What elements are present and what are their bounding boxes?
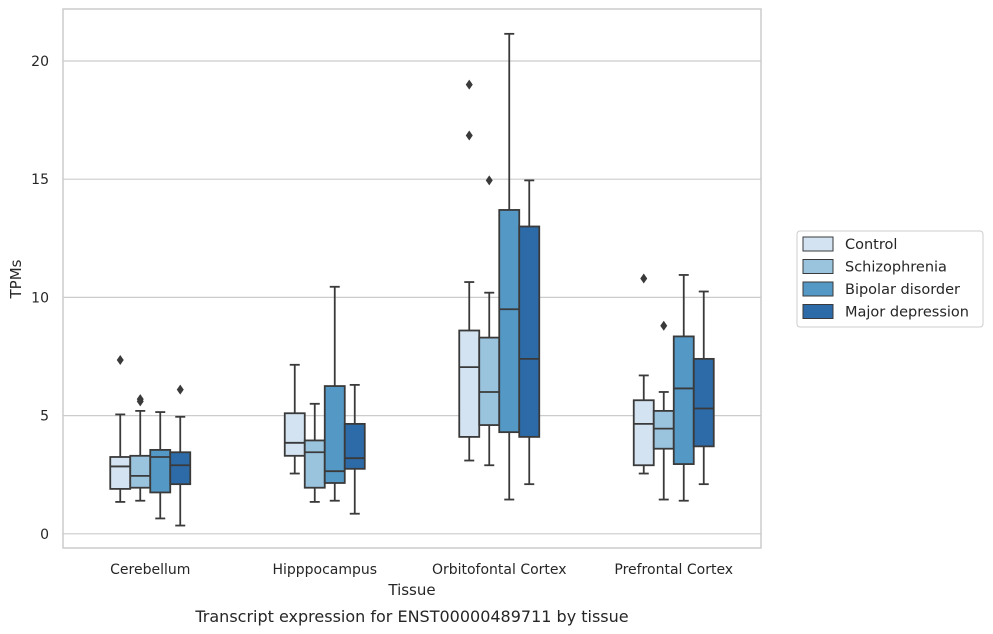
outlier-point xyxy=(485,175,493,186)
outlier-point xyxy=(465,79,473,90)
box-major-depression xyxy=(692,290,715,486)
legend-items: Control Schizophrenia Bipolar disorder Majo… xyxy=(802,236,969,321)
legend-frame xyxy=(796,230,984,328)
box-rect xyxy=(478,336,501,426)
outlier-point xyxy=(465,130,473,141)
y-tick-label: 20 xyxy=(31,54,49,70)
outlier-point xyxy=(116,355,124,366)
boxes-layer xyxy=(109,32,715,527)
box-major-depression xyxy=(343,383,366,515)
outlier-point xyxy=(176,384,184,395)
y-tick-label: 0 xyxy=(40,527,49,543)
outlier-point xyxy=(136,394,144,405)
legend-swatch xyxy=(802,259,834,274)
box-major-depression xyxy=(518,179,541,486)
box-rect xyxy=(129,454,152,489)
outlier-point xyxy=(660,320,668,331)
y-axis-title: TPMs xyxy=(7,259,25,299)
x-tick-label: Orbitofontal Cortex xyxy=(432,562,567,578)
x-tick-label: Prefrontal Cortex xyxy=(614,562,733,578)
legend: Control Schizophrenia Bipolar disorder Majo… xyxy=(796,230,984,328)
legend-swatch xyxy=(802,304,834,319)
x-axis-title: Tissue xyxy=(387,581,435,599)
box-control xyxy=(632,273,655,475)
legend-label: Control xyxy=(845,237,897,253)
legend-swatch xyxy=(802,281,834,297)
box-rect xyxy=(323,385,346,484)
box-schizophrenia xyxy=(478,175,501,467)
box-control xyxy=(458,79,481,462)
y-tick-label: 15 xyxy=(31,172,49,188)
box-rect xyxy=(498,209,521,434)
legend-swatch xyxy=(802,236,834,252)
y-tick-labels: 0 5 10 15 20 xyxy=(31,54,49,543)
box-rect xyxy=(652,409,675,450)
box-rect xyxy=(632,399,655,467)
outlier-point xyxy=(640,273,648,284)
y-tick-label: 5 xyxy=(40,409,49,425)
box-control xyxy=(283,363,306,475)
x-tick-labels: Cerebellum Hipppocampus Orbitofontal Corte… xyxy=(110,562,733,578)
legend-label: Major depression xyxy=(845,305,969,321)
box-rect xyxy=(458,329,481,438)
box-rect xyxy=(109,456,132,490)
chart-caption: Transcript expression for ENST0000048971… xyxy=(194,607,628,626)
y-tick-label: 10 xyxy=(31,290,49,306)
box-rect xyxy=(303,439,326,489)
box-bipolar-disorder xyxy=(323,285,346,502)
box-schizophrenia xyxy=(129,394,152,502)
plot-frame xyxy=(62,8,762,549)
gridlines xyxy=(63,60,761,535)
box-rect xyxy=(518,225,541,438)
box-major-depression xyxy=(169,384,192,527)
box-rect xyxy=(169,451,192,486)
box-bipolar-disorder xyxy=(672,274,695,502)
box-rect xyxy=(692,357,715,448)
box-rect xyxy=(672,335,695,465)
x-tick-label: Hipppocampus xyxy=(272,562,377,578)
legend-label: Bipolar disorder xyxy=(845,282,960,298)
x-tick-label: Cerebellum xyxy=(110,562,190,578)
legend-label: Schizophrenia xyxy=(845,260,947,276)
box-rect xyxy=(283,412,306,457)
box-rect xyxy=(343,422,366,470)
box-control xyxy=(109,355,132,503)
